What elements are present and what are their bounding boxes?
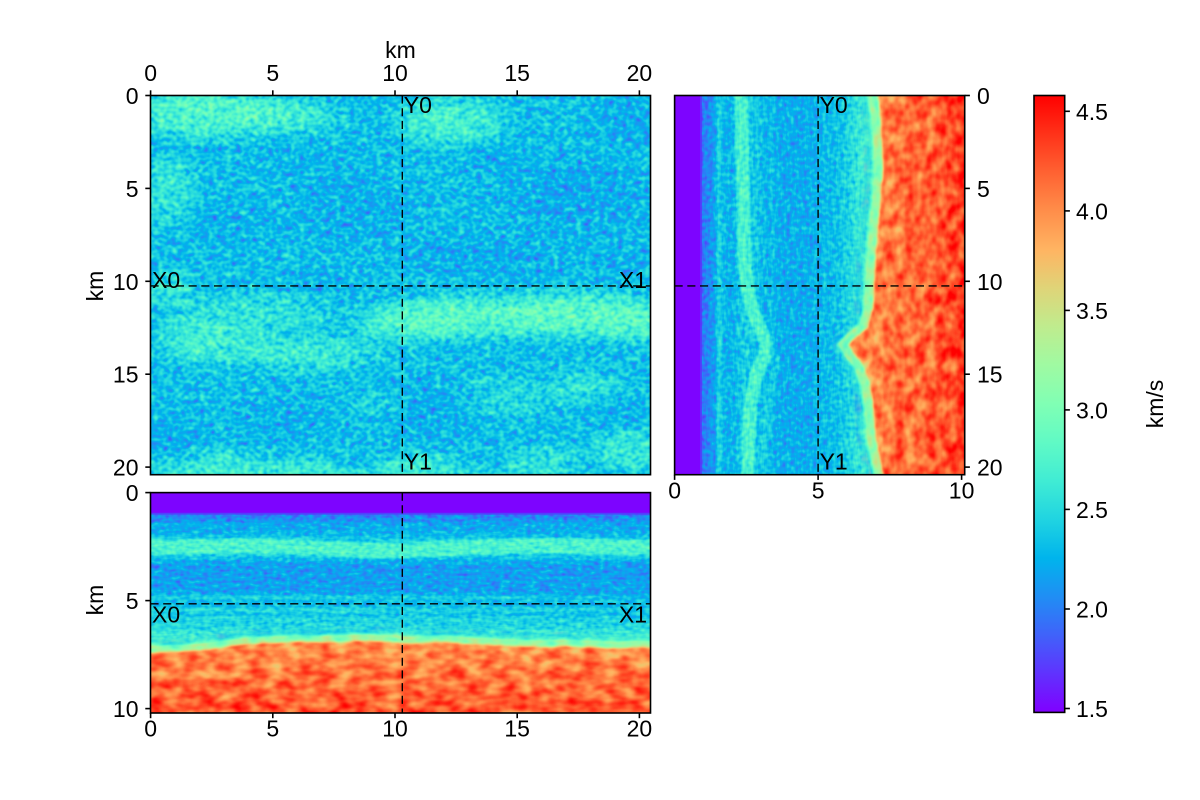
svg-text:2.5: 2.5 bbox=[1076, 497, 1108, 523]
svg-text:X1: X1 bbox=[619, 601, 647, 627]
svg-text:5: 5 bbox=[266, 60, 279, 86]
svg-text:10: 10 bbox=[113, 269, 139, 295]
svg-text:3.5: 3.5 bbox=[1076, 298, 1108, 324]
svg-text:Y0: Y0 bbox=[820, 92, 848, 118]
svg-text:km/s: km/s bbox=[1142, 380, 1168, 429]
svg-text:4.0: 4.0 bbox=[1076, 198, 1108, 224]
svg-text:km: km bbox=[82, 271, 108, 302]
svg-text:0: 0 bbox=[126, 480, 139, 506]
svg-text:X0: X0 bbox=[152, 267, 180, 293]
svg-text:0: 0 bbox=[668, 478, 681, 504]
svg-text:20: 20 bbox=[627, 60, 653, 86]
svg-text:20: 20 bbox=[627, 716, 653, 742]
svg-text:Y1: Y1 bbox=[404, 449, 432, 475]
svg-text:10: 10 bbox=[382, 716, 408, 742]
svg-text:15: 15 bbox=[113, 362, 139, 388]
svg-text:0: 0 bbox=[144, 60, 157, 86]
svg-text:10: 10 bbox=[382, 60, 408, 86]
svg-text:5: 5 bbox=[266, 716, 279, 742]
svg-text:1.5: 1.5 bbox=[1076, 696, 1108, 722]
svg-text:Y1: Y1 bbox=[820, 449, 848, 475]
svg-text:2.0: 2.0 bbox=[1076, 597, 1108, 623]
svg-text:20: 20 bbox=[977, 455, 1003, 481]
svg-text:Y0: Y0 bbox=[404, 92, 432, 118]
svg-text:5: 5 bbox=[126, 176, 139, 202]
svg-text:km: km bbox=[385, 37, 416, 63]
svg-text:X0: X0 bbox=[152, 601, 180, 627]
svg-text:15: 15 bbox=[504, 716, 530, 742]
svg-text:3.0: 3.0 bbox=[1076, 397, 1108, 423]
svg-text:km: km bbox=[82, 585, 108, 616]
svg-text:0: 0 bbox=[144, 716, 157, 742]
svg-text:10: 10 bbox=[949, 478, 975, 504]
svg-text:20: 20 bbox=[113, 455, 139, 481]
svg-text:X1: X1 bbox=[619, 267, 647, 293]
svg-text:15: 15 bbox=[977, 362, 1003, 388]
svg-text:15: 15 bbox=[504, 60, 530, 86]
svg-text:5: 5 bbox=[977, 176, 990, 202]
svg-text:10: 10 bbox=[113, 696, 139, 722]
svg-text:0: 0 bbox=[977, 83, 990, 109]
svg-text:4.5: 4.5 bbox=[1076, 99, 1108, 125]
svg-text:10: 10 bbox=[977, 269, 1003, 295]
svg-text:5: 5 bbox=[126, 588, 139, 614]
svg-text:5: 5 bbox=[812, 478, 825, 504]
svg-text:0: 0 bbox=[126, 83, 139, 109]
